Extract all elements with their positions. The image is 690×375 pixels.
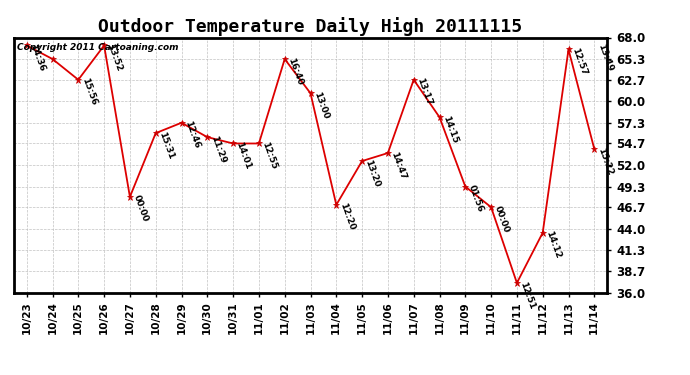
Text: 15:22: 15:22 [595, 146, 614, 176]
Text: 13:52: 13:52 [106, 43, 124, 73]
Title: Outdoor Temperature Daily High 20111115: Outdoor Temperature Daily High 20111115 [99, 17, 522, 36]
Text: 15:31: 15:31 [157, 130, 175, 160]
Text: 01:56: 01:56 [466, 184, 485, 214]
Text: 12:51: 12:51 [518, 280, 537, 310]
Text: 16:40: 16:40 [286, 56, 304, 86]
Text: 12:57: 12:57 [570, 46, 588, 77]
Text: 13:20: 13:20 [364, 158, 382, 188]
Text: 13:00: 13:00 [312, 90, 330, 120]
Text: 12:20: 12:20 [337, 202, 356, 232]
Text: 00:00: 00:00 [493, 204, 511, 234]
Text: 12:55: 12:55 [260, 141, 279, 171]
Text: 14:36: 14:36 [28, 43, 46, 73]
Text: 11:29: 11:29 [208, 134, 227, 164]
Text: 14:47: 14:47 [389, 150, 408, 181]
Text: 13:49: 13:49 [595, 43, 614, 73]
Text: 14:12: 14:12 [544, 230, 562, 260]
Text: 14:01: 14:01 [235, 141, 253, 171]
Text: 13:17: 13:17 [415, 77, 433, 107]
Text: 00:00: 00:00 [131, 194, 149, 224]
Text: 12:46: 12:46 [183, 120, 201, 150]
Text: Copyright 2011 Cartoaning.com: Copyright 2011 Cartoaning.com [17, 43, 178, 52]
Text: 15:56: 15:56 [79, 77, 98, 107]
Text: 14:15: 14:15 [441, 114, 459, 144]
